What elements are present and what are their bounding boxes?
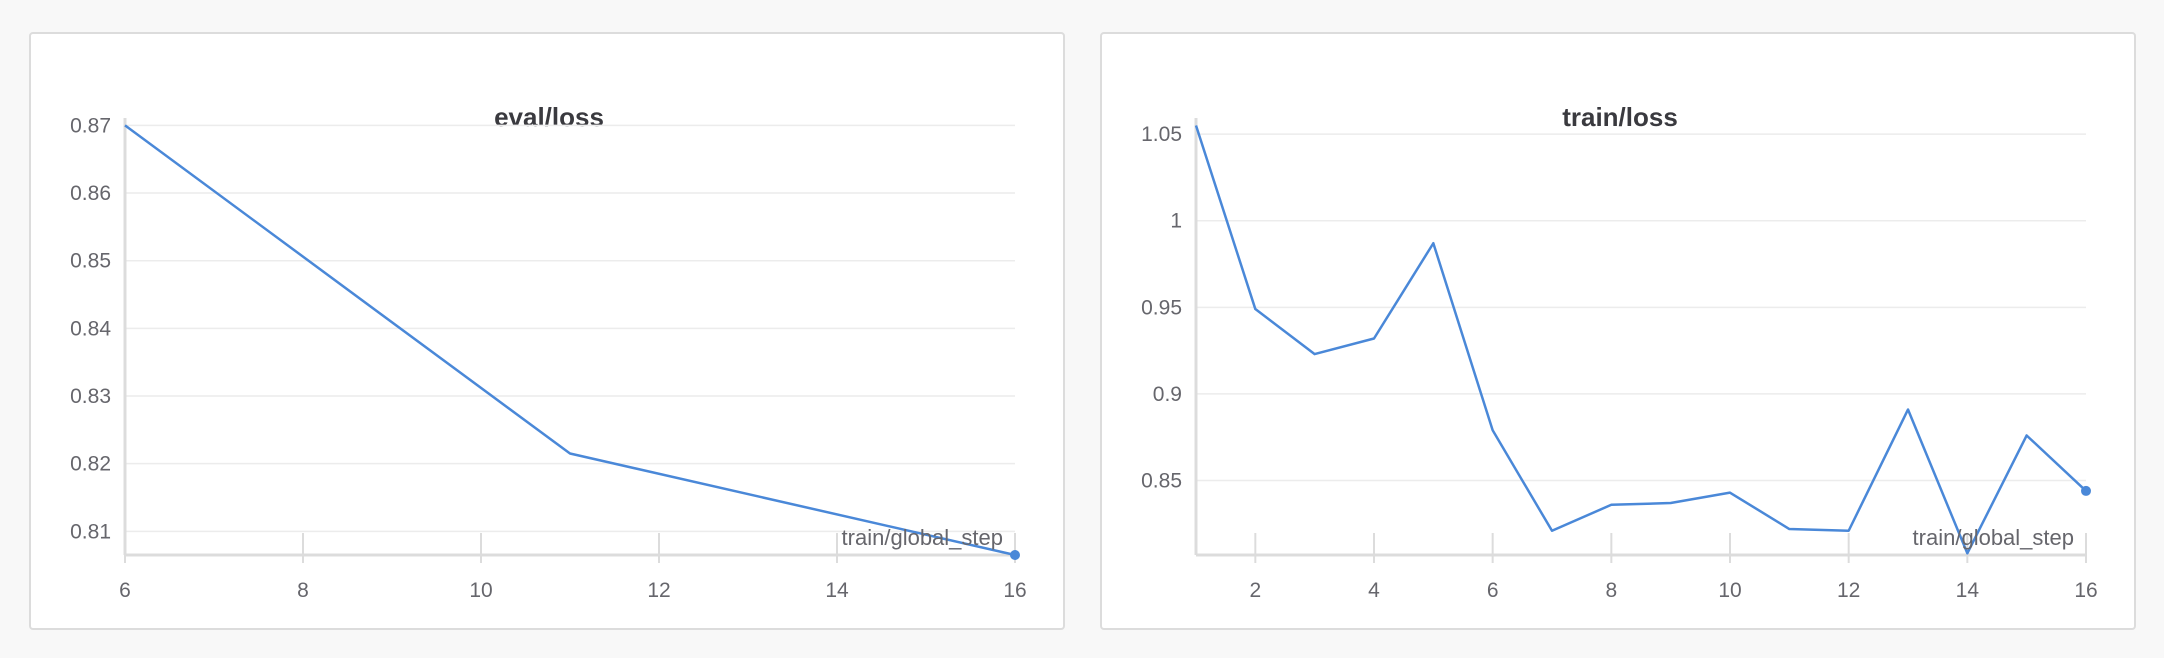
y-tick-label: 1 xyxy=(1170,210,1182,233)
x-axis-title: train/global_step xyxy=(1913,525,2074,550)
x-tick-label: 8 xyxy=(297,579,309,602)
eval-loss-panel: eval/loss 0.81 0.82 0.83 0.84 0.85 0.86 0.87 6 8 1… xyxy=(29,32,1065,630)
x-tick-label: 4 xyxy=(1368,579,1380,602)
x-tick-label: 8 xyxy=(1605,579,1617,602)
x-tick-label: 10 xyxy=(1718,579,1741,602)
series-end-point xyxy=(2081,485,2091,496)
x-tick-label: 6 xyxy=(119,579,131,602)
y-tick-label: 0.82 xyxy=(70,453,111,476)
series-line xyxy=(124,124,1016,557)
chart-title: train/loss xyxy=(1562,102,1678,132)
x-tick-label: 12 xyxy=(647,579,670,602)
series-line xyxy=(1194,125,2087,555)
y-tick-label: 0.95 xyxy=(1141,296,1182,319)
y-tick-label: 0.81 xyxy=(70,520,111,543)
x-tick-label: 10 xyxy=(469,579,492,602)
x-tick-label: 16 xyxy=(1003,579,1026,602)
eval-loss-chart: eval/loss 0.81 0.82 0.83 0.84 0.85 0.86 0.87 6 8 1… xyxy=(70,102,1027,602)
x-axis-title: train/global_step xyxy=(842,525,1003,550)
y-tick-label: 0.83 xyxy=(70,385,111,408)
y-tick-label: 0.85 xyxy=(1141,470,1182,493)
x-tick-label: 16 xyxy=(2074,579,2097,602)
x-tick-label: 2 xyxy=(1249,579,1261,602)
y-tick-label: 1.05 xyxy=(1141,123,1182,146)
y-tick-label: 0.9 xyxy=(1153,383,1182,406)
x-tick-label: 6 xyxy=(1487,579,1499,602)
series-end-point xyxy=(1010,550,1020,560)
y-tick-label: 0.85 xyxy=(70,250,111,273)
x-tick-label: 12 xyxy=(1837,579,1860,602)
train-loss-panel: train/loss 0.85 0.9 0.95 1 1.05 2 4 6 8 10 12 14 16 tr… xyxy=(1100,32,2136,630)
y-tick-label: 0.86 xyxy=(70,182,111,205)
train-loss-chart: train/loss 0.85 0.9 0.95 1 1.05 2 4 6 8 10 12 14 16 tr… xyxy=(1141,102,2098,602)
y-tick-label: 0.87 xyxy=(70,114,111,137)
x-tick-label: 14 xyxy=(1956,579,1980,602)
x-tick-label: 14 xyxy=(825,579,849,602)
y-tick-label: 0.84 xyxy=(70,317,111,340)
chart-title: eval/loss xyxy=(494,102,604,132)
